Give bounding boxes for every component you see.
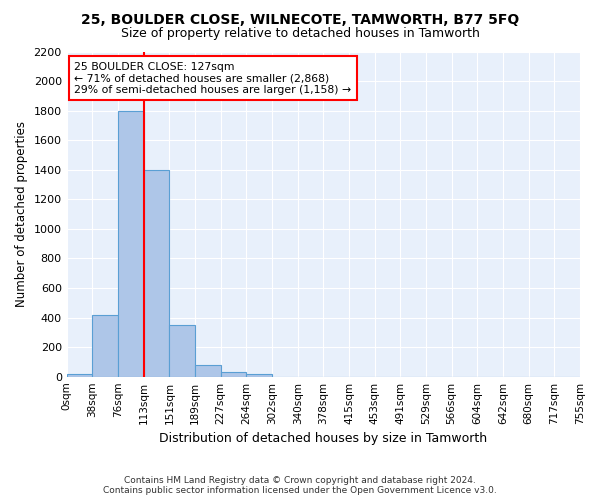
Bar [92, 314, 118, 376]
Text: Contains HM Land Registry data © Crown copyright and database right 2024.
Contai: Contains HM Land Registry data © Crown c… [103, 476, 497, 495]
Bar [195, 365, 221, 376]
Bar [143, 170, 169, 376]
Bar [247, 374, 272, 376]
Bar [169, 325, 195, 376]
Bar [221, 372, 247, 376]
Text: Size of property relative to detached houses in Tamworth: Size of property relative to detached ho… [121, 28, 479, 40]
Text: 25, BOULDER CLOSE, WILNECOTE, TAMWORTH, B77 5FQ: 25, BOULDER CLOSE, WILNECOTE, TAMWORTH, … [81, 12, 519, 26]
Y-axis label: Number of detached properties: Number of detached properties [15, 121, 28, 307]
X-axis label: Distribution of detached houses by size in Tamworth: Distribution of detached houses by size … [159, 432, 487, 445]
Bar [118, 110, 143, 376]
Text: 25 BOULDER CLOSE: 127sqm
← 71% of detached houses are smaller (2,868)
29% of sem: 25 BOULDER CLOSE: 127sqm ← 71% of detach… [74, 62, 352, 95]
Bar [67, 374, 92, 376]
